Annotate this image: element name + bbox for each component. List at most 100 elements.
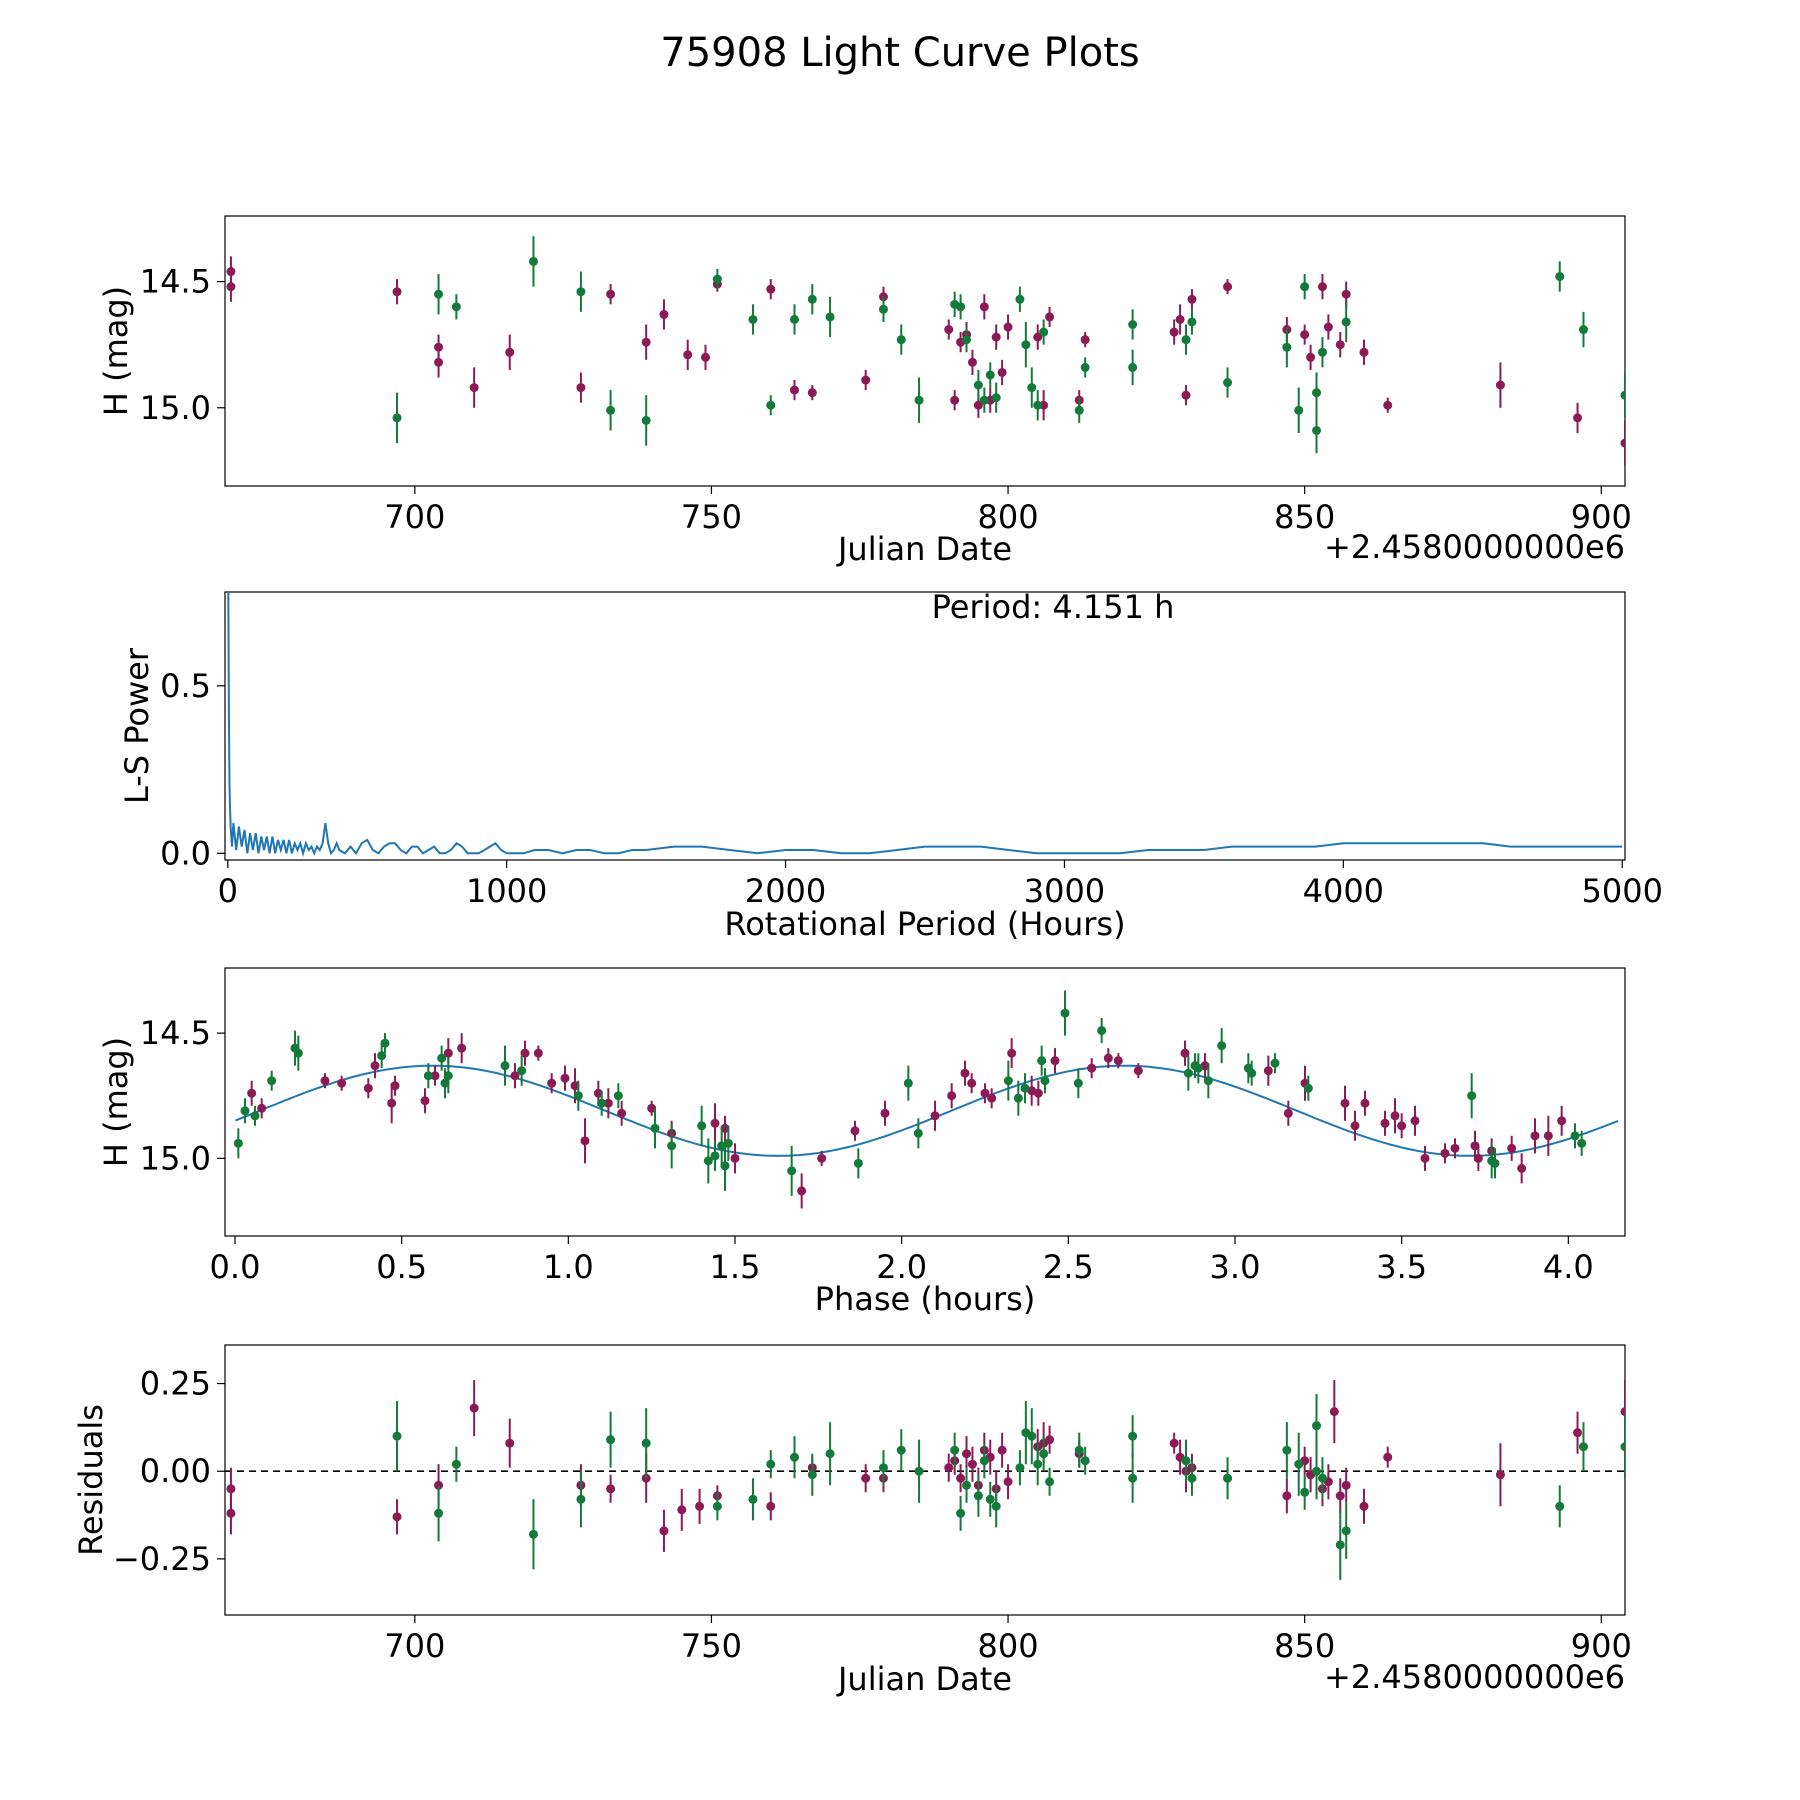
- data-point-band-a: [576, 383, 586, 393]
- data-point-band-a: [797, 1186, 807, 1196]
- x-tick-label: 800: [978, 498, 1039, 536]
- data-point-band-a: [695, 1501, 705, 1511]
- data-point-band-a: [1350, 1121, 1360, 1131]
- data-point-band-b: [979, 1456, 989, 1466]
- data-point-band-b: [1578, 1442, 1588, 1452]
- data-point-band-b: [1013, 1093, 1023, 1103]
- data-point-band-a: [979, 302, 989, 312]
- data-point-band-a: [944, 1463, 954, 1473]
- data-point-band-a: [370, 1061, 380, 1071]
- data-point-band-b: [1187, 1473, 1197, 1483]
- data-point-band-b: [576, 287, 586, 297]
- data-point-band-b: [1181, 335, 1191, 345]
- data-point-band-b: [1128, 362, 1138, 372]
- x-tick-label: 850: [1274, 1627, 1335, 1665]
- data-point-band-a: [1359, 347, 1369, 357]
- data-point-band-a: [337, 1078, 347, 1088]
- data-point-band-b: [1080, 1456, 1090, 1466]
- data-point-band-a: [505, 347, 515, 357]
- data-point-band-a: [1360, 1098, 1370, 1108]
- data-point-band-a: [1335, 340, 1345, 350]
- data-point-band-b: [789, 1452, 799, 1462]
- data-point-band-b: [1341, 1526, 1351, 1536]
- data-point-band-b: [1020, 1083, 1030, 1093]
- data-point-band-b: [825, 312, 835, 322]
- data-point-band-b: [1303, 1083, 1313, 1093]
- data-point-band-a: [720, 1123, 730, 1133]
- data-point-band-a: [647, 1103, 657, 1113]
- data-point-band-a: [457, 1043, 467, 1053]
- data-point-band-a: [420, 1096, 430, 1106]
- axis-ticks: 700 750 800 850 900 0.25 0.00 −0.25: [113, 1365, 1632, 1665]
- x-tick-label: 750: [681, 1627, 742, 1665]
- data-point-band-b: [896, 335, 906, 345]
- panel-phase-folded: H (mag) Phase (hours) 0.0 0.5 1.0 1.5 2.0 2.5…: [97, 967, 1626, 1318]
- data-point-band-a: [683, 350, 693, 360]
- data-point-band-b: [1467, 1091, 1477, 1101]
- data-point-band-a: [861, 1473, 871, 1483]
- data-point-band-a: [257, 1103, 267, 1113]
- data-point-band-b: [979, 395, 989, 405]
- x-tick-label: 900: [1571, 498, 1632, 536]
- data-point-band-b: [451, 302, 461, 312]
- plot-frame: [224, 1344, 1626, 1616]
- data-point-band-a: [1223, 282, 1233, 292]
- data-point-band-a: [880, 1108, 890, 1118]
- data-point-band-a: [1341, 289, 1351, 299]
- data-point-band-a: [430, 1071, 440, 1081]
- data-point-band-a: [1180, 1048, 1190, 1058]
- x-tick-label: 1.5: [710, 1248, 761, 1286]
- data-point-band-a: [606, 1484, 616, 1494]
- x-tick-label: 2.0: [876, 1248, 927, 1286]
- data-point-band-b: [1282, 1445, 1292, 1455]
- y-axis-label: H (mag): [97, 286, 135, 416]
- data-point-band-b: [1300, 1487, 1310, 1497]
- data-point-band-a: [510, 1071, 520, 1081]
- data-point-band-a: [1300, 330, 1310, 340]
- data-point-band-b: [1223, 378, 1233, 388]
- data-point-band-b: [1037, 1056, 1047, 1066]
- data-point-band-a: [247, 1088, 257, 1098]
- data-point-band-b: [697, 1121, 707, 1131]
- data-point-band-b: [451, 1459, 461, 1469]
- data-point-band-b: [1033, 1459, 1043, 1469]
- y-axis-label: L-S Power: [118, 647, 156, 804]
- data-point-band-b: [1555, 272, 1565, 282]
- x-tick-label: 3.5: [1376, 1248, 1427, 1286]
- data-point-band-a: [1440, 1148, 1450, 1158]
- data-point-band-a: [1495, 380, 1505, 390]
- figure-title: 75908 Light Curve Plots: [660, 30, 1139, 76]
- data-point-band-a: [730, 1153, 740, 1163]
- x-axis-label: Phase (hours): [815, 1280, 1036, 1318]
- y-tick-label: 15.0: [140, 389, 211, 427]
- x-tick-label: 3.0: [1210, 1248, 1261, 1286]
- data-point-band-b: [962, 335, 972, 345]
- data-point-band-b: [1045, 1477, 1055, 1487]
- data-point-band-a: [1507, 1143, 1517, 1153]
- data-point-band-b: [1015, 294, 1025, 304]
- data-point-band-b: [914, 1466, 924, 1476]
- data-point-band-b: [1317, 347, 1327, 357]
- model-fit-curve: [235, 1064, 1619, 1157]
- data-point-band-a: [956, 1473, 966, 1483]
- data-point-band-a: [1187, 294, 1197, 304]
- data-point-band-b: [576, 1494, 586, 1504]
- data-point-band-b: [1097, 1026, 1107, 1036]
- axis-ticks: 0.0 0.5 1.0 1.5 2.0 2.5 3.0 3.5 4.0 15.0 14.5: [140, 1014, 1594, 1286]
- data-point-band-b: [1300, 282, 1310, 292]
- data-point-band-a: [807, 388, 817, 398]
- data-point-band-b: [1294, 1459, 1304, 1469]
- plot-frame: [224, 215, 1626, 487]
- data-point-band-a: [603, 1098, 613, 1108]
- data-point-band-b: [650, 1123, 660, 1133]
- data-point-band-a: [1169, 327, 1179, 337]
- data-point-band-b: [766, 1459, 776, 1469]
- data-point-band-a: [960, 1068, 970, 1078]
- data-point-band-b: [1317, 1473, 1327, 1483]
- data-point-band-a: [1133, 1066, 1143, 1076]
- x-tick-label: 0.5: [376, 1248, 427, 1286]
- data-point-band-a: [570, 1081, 580, 1091]
- panel-residuals: Residuals Julian Date +2.4580000000e6 70…: [72, 1344, 1632, 1698]
- data-point-band-a: [1359, 1501, 1369, 1511]
